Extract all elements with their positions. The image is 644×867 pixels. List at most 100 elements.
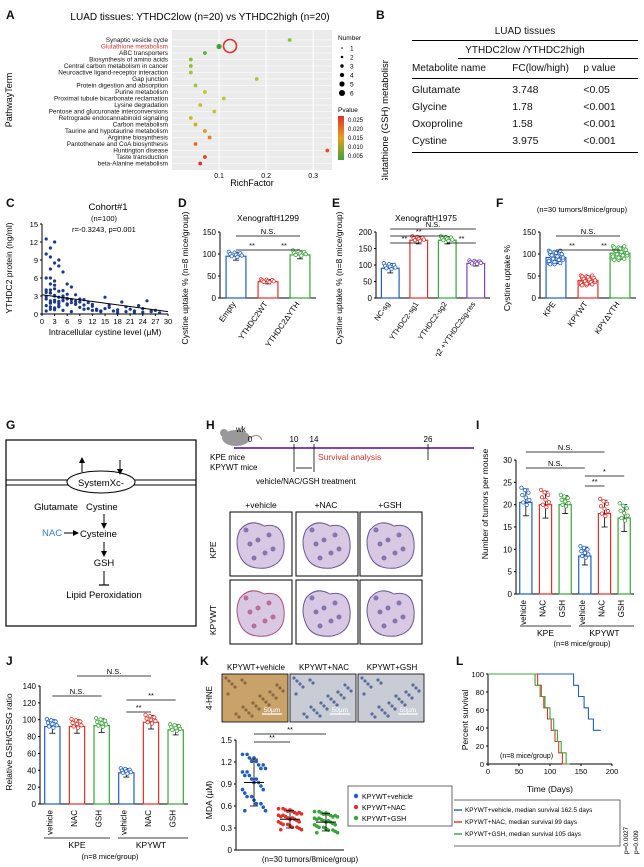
y-tick-label: 100 xyxy=(523,250,537,259)
y-tick-label: 0 xyxy=(532,294,537,303)
y-tick-label: 100 xyxy=(359,261,373,270)
cell-nucleus xyxy=(302,712,306,716)
pvalue-colorbar xyxy=(338,116,344,160)
bar xyxy=(68,725,86,805)
data-point xyxy=(579,549,584,554)
x-tick-label: 0.2 xyxy=(261,173,271,180)
pathway-term: beta-Alanine metabolism xyxy=(98,161,168,168)
pathway-dot xyxy=(188,70,193,75)
cell-nucleus xyxy=(411,683,415,687)
significance-label: ** xyxy=(459,234,465,243)
x-tick-label: 0 xyxy=(40,317,44,326)
data-point xyxy=(259,766,263,771)
y-tick-label: 1.5 xyxy=(221,736,233,745)
data-point xyxy=(102,718,108,723)
scatter-point xyxy=(103,307,107,311)
data-point xyxy=(622,511,627,516)
y-tick-label: 20 xyxy=(503,501,512,510)
pathway-dot xyxy=(203,51,207,55)
scatter-point xyxy=(78,305,82,309)
cell-nucleus xyxy=(393,707,397,711)
scatter-point xyxy=(69,310,73,314)
data-point xyxy=(254,777,259,781)
panel-a-dotplot: LUAD tissues: YTHDC2low (n=20) vs YTHDC2… xyxy=(4,12,364,188)
data-point xyxy=(312,809,317,814)
data-point xyxy=(44,716,49,722)
data-point xyxy=(278,827,283,832)
data-point xyxy=(259,784,263,788)
scatter-point xyxy=(111,309,115,313)
data-point xyxy=(519,485,524,490)
cell-nucleus xyxy=(274,696,278,700)
data-point xyxy=(261,279,266,284)
panel-c-n: (n=100) xyxy=(91,214,118,223)
category-label: vehicle xyxy=(519,599,528,624)
cell-nucleus xyxy=(362,692,366,696)
cell-nucleus xyxy=(251,701,255,705)
scatter-point xyxy=(61,270,65,274)
data-point xyxy=(558,492,563,497)
k-stain-label: 4-HNE xyxy=(205,686,214,710)
panel-c-title: Cohort#1 xyxy=(88,202,127,213)
category-label: vehicle xyxy=(45,809,54,834)
cell-nucleus xyxy=(301,685,305,689)
x-tick-label: 30 xyxy=(164,317,172,326)
tumor-nodule xyxy=(313,609,319,615)
panel-b-table: LUAD tissues YTHDC2low /YTHDC2high Metab… xyxy=(388,26,638,153)
scatter-point xyxy=(99,309,103,313)
data-point xyxy=(543,497,548,502)
pval-2: p=0.009 xyxy=(633,830,640,854)
gsh-label: GSH xyxy=(94,558,115,569)
tumor-nodule xyxy=(251,623,257,629)
tumor-nodule xyxy=(381,623,387,629)
data-point xyxy=(553,250,559,256)
data-point xyxy=(147,713,152,719)
data-point xyxy=(625,513,630,518)
data-point xyxy=(249,759,254,764)
y-tick-label: 0.3 xyxy=(221,824,233,833)
lipid-peroxidation-label: Lipid Peroxidation xyxy=(66,590,142,601)
x-tick-label: 6 xyxy=(65,317,69,326)
table-cell: <0.05 xyxy=(583,84,610,96)
number-legend-value: 2 xyxy=(350,55,354,62)
group-label: KPE xyxy=(537,628,554,638)
panel-j-note: (n=8 mice/group) xyxy=(82,852,139,861)
category-label: NAC xyxy=(539,600,548,617)
scatter-point xyxy=(74,302,78,306)
cell-nucleus xyxy=(241,705,245,709)
panel-k-ylabel: MDA (µM) xyxy=(204,781,214,820)
number-legend-value: 4 xyxy=(350,73,354,80)
legend-label: KPYWT+vehicle xyxy=(362,794,413,801)
data-point xyxy=(561,255,566,260)
scatter-point xyxy=(48,301,53,305)
x-tick-label: 9 xyxy=(78,317,82,326)
data-point xyxy=(293,252,298,257)
y-tick-label: 50 xyxy=(207,272,216,281)
data-point xyxy=(263,808,268,813)
pathway-dot xyxy=(193,142,198,146)
y-tick-label: 50 xyxy=(527,272,536,281)
y-tick-label: 60 xyxy=(476,706,484,715)
panel-c-xlabel: Intracellular cystine level (µM) xyxy=(49,327,162,337)
data-point xyxy=(125,771,130,776)
data-point xyxy=(384,266,389,271)
significance-label: ** xyxy=(148,691,154,700)
data-point xyxy=(474,261,480,266)
panel-letter-k: K xyxy=(200,654,209,668)
data-point xyxy=(526,490,531,495)
number-legend-dot xyxy=(341,47,343,49)
treatment-label: vehicle/NAC/GSH treatment xyxy=(256,477,356,486)
data-point xyxy=(143,712,148,717)
column-gsh: +GSH xyxy=(378,500,401,510)
column-header: p value xyxy=(583,63,616,74)
significance-label: ** xyxy=(569,241,575,250)
tick-0: 0 xyxy=(248,435,253,444)
panel-letter-c: C xyxy=(6,196,15,210)
y-tick-label: 12 xyxy=(30,238,38,247)
data-point xyxy=(321,825,326,830)
cell-nucleus xyxy=(264,700,268,704)
y-tick-label: 0 xyxy=(368,294,373,303)
pathway-term: Lysine degradation xyxy=(114,102,168,109)
data-point xyxy=(581,545,587,550)
table-cell: <0.001 xyxy=(583,118,616,130)
